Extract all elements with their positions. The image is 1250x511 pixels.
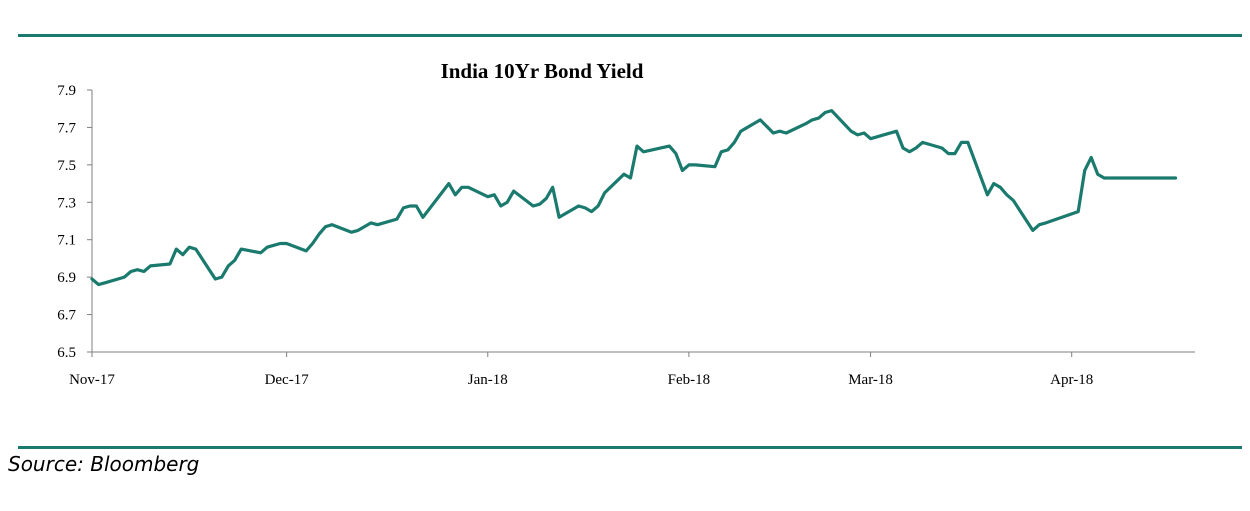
source-note: Source: Bloomberg — [8, 452, 200, 476]
bottom-rule — [18, 446, 1242, 449]
x-tick-label: Apr-18 — [1050, 372, 1093, 388]
series-group — [90, 109, 1178, 287]
top-rule — [18, 34, 1242, 37]
chart-axes — [91, 90, 1195, 353]
y-tick-label: 7.7 — [57, 120, 76, 136]
x-tick-label: Mar-18 — [848, 372, 893, 388]
x-tick-label: Nov-17 — [69, 372, 115, 388]
bond-yield-chart: India 10Yr Bond Yield 6.5 6.7 6.9 7.1 7.3 7.5… — [57, 59, 1195, 388]
series-line — [90, 109, 1178, 287]
chart-title: India 10Yr Bond Yield — [441, 59, 644, 83]
y-axis-ticks: 6.5 6.7 6.9 7.1 7.3 7.5 7.7 7.9 — [57, 83, 92, 361]
y-tick-label: 6.5 — [57, 345, 76, 361]
y-tick-label: 6.7 — [57, 308, 76, 324]
y-tick-label: 7.3 — [57, 195, 76, 211]
x-tick-label: Feb-18 — [668, 372, 711, 388]
y-tick-label: 7.1 — [57, 233, 76, 249]
y-tick-label: 7.9 — [57, 83, 76, 99]
x-axis-ticks: Nov-17 Dec-17 Jan-18 Feb-18 Mar-18 Apr-18 — [69, 352, 1093, 388]
x-tick-label: Dec-17 — [265, 372, 310, 388]
y-tick-label: 6.9 — [57, 270, 76, 286]
x-tick-label: Jan-18 — [468, 372, 508, 388]
y-tick-label: 7.5 — [57, 158, 76, 174]
